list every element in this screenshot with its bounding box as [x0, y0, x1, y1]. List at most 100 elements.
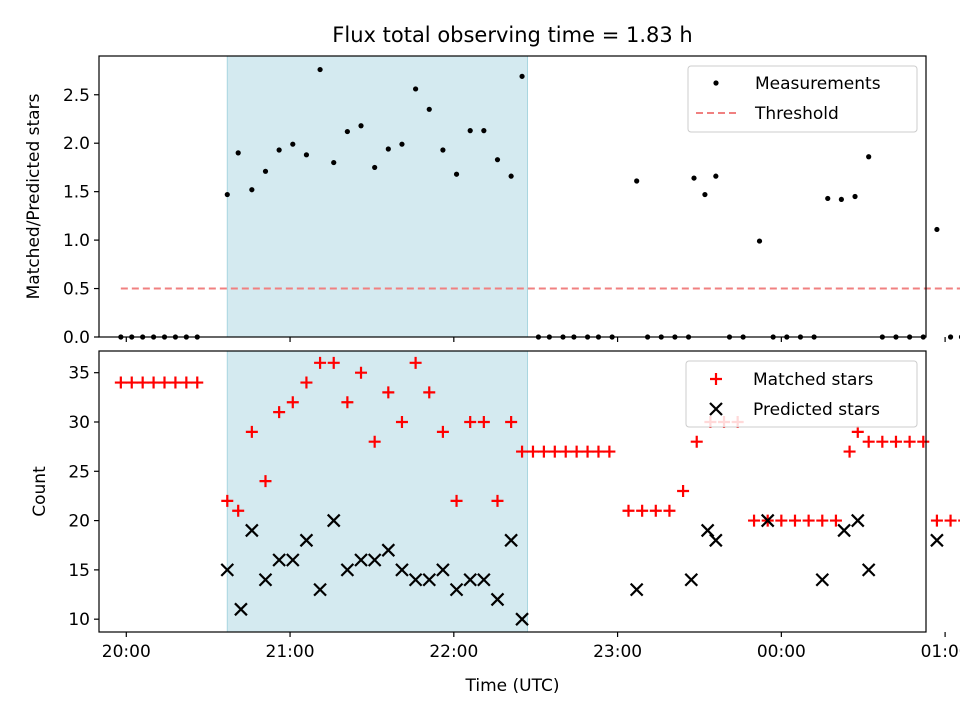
matched-star-point [537, 445, 550, 458]
bottom-legend: Matched stars Predicted stars [685, 360, 918, 428]
matched-star-point [450, 494, 463, 507]
predicted-star-point [286, 553, 300, 567]
measurement-point [399, 141, 405, 147]
matched-star-point [816, 514, 829, 527]
matched-star-point [221, 494, 234, 507]
predicted-star-point [629, 582, 644, 597]
matched-star-point [423, 386, 436, 399]
measurement-point [453, 171, 460, 177]
matched-star-point [114, 376, 127, 389]
measurement-point [290, 141, 296, 147]
x-axis-label: Time (UTC) [465, 676, 560, 696]
matched-star-point [851, 425, 864, 438]
measurement-point [756, 238, 763, 244]
predicted-star-point [258, 572, 273, 587]
measurement-point [235, 150, 241, 156]
measurement-point [426, 106, 432, 112]
top-plot-frame [98, 55, 927, 338]
measurement-point [713, 173, 719, 179]
matched-star-point [245, 425, 258, 438]
x-tick-label: 23:00 [593, 642, 642, 662]
legend-matched-label: Matched stars [753, 370, 873, 390]
measurement-point [372, 164, 378, 171]
matched-star-point [147, 376, 160, 389]
top-y-axis-label: Matched/Predicted stars [24, 93, 44, 299]
legend-measurements-label: Measurements [755, 74, 881, 94]
bottom-y-tick-label: 25 [68, 462, 90, 482]
bottom-y-axis-label: Count [30, 466, 50, 517]
measurement-point [385, 146, 391, 152]
matched-star-point [355, 366, 368, 379]
bottom-legend-box [685, 360, 918, 428]
legend-measurements-marker [713, 80, 719, 86]
predicted-star-point [861, 563, 876, 577]
matched-star-point [273, 406, 286, 419]
matched-star-point [636, 504, 649, 517]
measurement-point [249, 187, 255, 193]
matched-star-point [649, 504, 662, 517]
matched-star-point [876, 435, 889, 448]
bottom-plot-frame [98, 350, 927, 633]
predicted-star-point [245, 523, 259, 538]
legend-predicted-label: Predicted stars [753, 400, 880, 420]
bottom-y-tick-label: 35 [68, 364, 90, 384]
matched-star-point [592, 445, 605, 458]
measurement-point [866, 154, 872, 160]
measurement-point [303, 152, 310, 158]
matched-star-point [300, 376, 313, 389]
predicted-star-point [234, 602, 248, 617]
top-chart-title: Flux total observing time = 1.83 h [332, 23, 692, 47]
matched-star-point [570, 445, 583, 458]
matched-star-point [327, 356, 340, 369]
measurement-point [702, 191, 708, 198]
matched-star-point [930, 514, 943, 527]
matched-star-point [477, 415, 490, 428]
predicted-star-point [515, 612, 529, 626]
legend-threshold-label: Threshold [754, 104, 839, 124]
measurement-point [691, 175, 697, 181]
predicted-star-point [504, 533, 518, 548]
matched-star-point [409, 356, 422, 369]
top-legend-box [687, 65, 918, 133]
matched-star-point [491, 494, 504, 507]
predicted-star-point [709, 533, 723, 548]
bottom-y-tick-label: 30 [68, 413, 90, 433]
measurement-point [276, 147, 282, 153]
matched-star-point [903, 435, 916, 448]
matched-star-point [395, 415, 408, 428]
matched-star-point [158, 376, 171, 389]
matched-star-point [314, 356, 327, 369]
predicted-star-point [837, 523, 851, 538]
measurement-point [838, 196, 844, 203]
measurement-point [947, 334, 954, 340]
matched-star-point [677, 485, 690, 498]
matched-star-point [191, 376, 204, 389]
measurement-point [467, 128, 473, 134]
matched-star-point [464, 415, 477, 428]
matched-star-point [526, 445, 539, 458]
top-y-tick-label: 1.5 [63, 183, 90, 203]
matched-star-point [663, 504, 676, 517]
measurement-point [440, 147, 446, 153]
top-y-tick-label: 2.5 [63, 86, 90, 106]
predicted-star-point [272, 553, 286, 567]
predicted-star-point [436, 563, 450, 577]
predicted-star-point [220, 563, 235, 577]
matched-star-point [622, 504, 635, 517]
predicted-star-point [354, 553, 368, 567]
matched-star-point [775, 514, 788, 527]
measurement-point [224, 191, 230, 198]
predicted-star-point [760, 513, 775, 528]
predicted-star-point [340, 563, 355, 577]
bottom-y-tick-label: 20 [68, 512, 90, 532]
predicted-star-point [700, 523, 715, 538]
matched-star-point [603, 445, 616, 458]
x-tick-label: 20:00 [102, 642, 151, 662]
top-y-tick-label: 2.0 [63, 134, 90, 154]
matched-star-point [548, 445, 561, 458]
top-y-tick-label: 0.5 [63, 280, 90, 300]
measurement-point [825, 195, 831, 202]
predicted-star-point [313, 582, 327, 597]
matched-star-point [917, 435, 930, 448]
